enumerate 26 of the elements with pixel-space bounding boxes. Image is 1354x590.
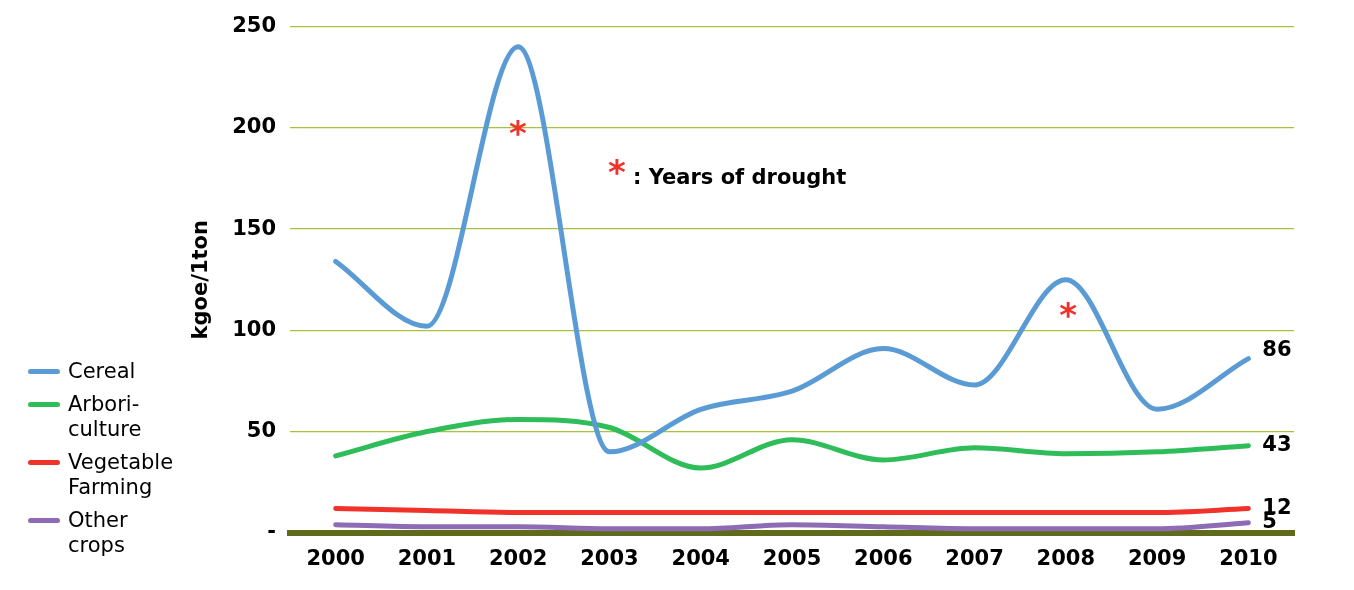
y-tick-label: 200 [232, 114, 277, 139]
x-tick-label: 2004 [671, 545, 730, 570]
y-tick-label: 150 [232, 215, 277, 240]
x-tick-label: 2006 [854, 545, 913, 570]
legend-label: Vegetable Farming [68, 450, 175, 500]
legend-label: Arbori-culture [68, 392, 143, 442]
x-tick-label: 2001 [397, 545, 457, 570]
x-tick-label: 2009 [1127, 545, 1187, 570]
x-tick-label: 2003 [580, 545, 639, 570]
y-axis-title: kgoe/1ton [188, 220, 213, 340]
x-tick-label: 2007 [945, 545, 1004, 570]
legend-label: Other crops [68, 508, 129, 558]
data-label: 43 [1262, 432, 1292, 457]
y-tick-label: - [267, 519, 277, 544]
data-label: 86 [1262, 337, 1292, 362]
x-tick-label: 2005 [762, 545, 822, 570]
annotation: * [1059, 294, 1078, 335]
x-tick-label: 2010 [1219, 545, 1278, 570]
x-tick-label: 2008 [1036, 545, 1096, 570]
annotation: * : Years of drought [608, 152, 847, 192]
legend-label: Cereal [68, 359, 137, 384]
x-tick-label: 2002 [488, 545, 548, 570]
y-tick-label: 250 [232, 13, 277, 38]
x-tick-label: 2000 [306, 545, 365, 570]
y-tick-label: 100 [232, 316, 277, 341]
y-tick-label: 50 [246, 418, 277, 443]
